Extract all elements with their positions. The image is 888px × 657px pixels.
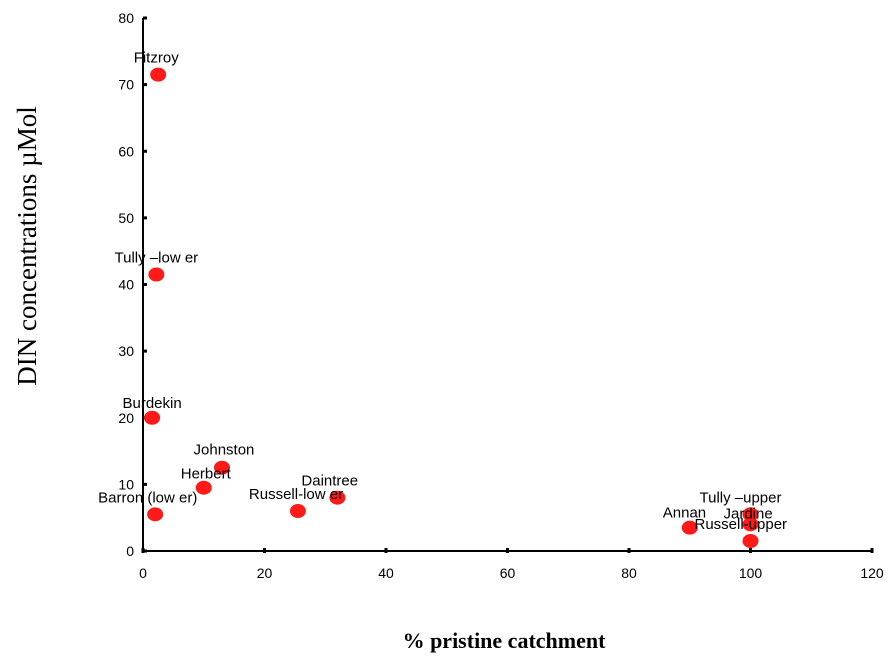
y-tick-mark	[143, 482, 147, 486]
y-tick-label: 40	[118, 277, 134, 293]
point-label: Burdekin	[123, 395, 182, 412]
y-axis: 0 10 20 30 40 50 60 70 80	[118, 10, 147, 559]
y-tick-label: 60	[118, 143, 134, 159]
point-label: Barron (low er)	[98, 489, 197, 506]
x-tick-mark	[141, 548, 145, 553]
y-tick-label: 30	[118, 343, 134, 359]
y-tick-mark	[143, 149, 147, 153]
point-label: Johnston	[194, 442, 255, 459]
data-point	[742, 534, 759, 549]
x-tick-label: 40	[378, 565, 394, 581]
x-tick-mark	[749, 548, 752, 553]
point-label: Annan	[663, 505, 706, 522]
point-labels: Fitzroy Tully –low er Burdekin Johnston Herb…	[98, 50, 787, 533]
y-tick-mark	[143, 283, 147, 286]
point-label: Daintree	[301, 473, 358, 490]
x-tick-mark	[506, 548, 509, 553]
data-point	[195, 480, 212, 495]
x-tick-label: 0	[139, 565, 147, 581]
x-tick-label: 80	[621, 565, 637, 581]
y-tick-mark	[143, 83, 147, 87]
point-label: Russell-low er	[249, 486, 343, 503]
point-label: Tully –upper	[700, 489, 782, 506]
y-tick-mark	[143, 349, 147, 353]
point-label: Tully –low er	[115, 250, 199, 267]
y-tick-label: 50	[118, 210, 134, 226]
x-tick-label: 120	[860, 565, 884, 581]
y-tick-label: 20	[118, 410, 134, 426]
data-point	[144, 410, 161, 425]
data-point	[329, 490, 346, 505]
y-tick-mark	[143, 16, 147, 20]
x-axis-title: % pristine catchment	[403, 628, 607, 653]
data-point	[681, 520, 698, 535]
data-point	[148, 267, 165, 282]
y-tick-label: 80	[118, 10, 134, 26]
x-tick-mark	[870, 548, 874, 553]
x-tick-label: 60	[500, 565, 516, 581]
y-axis-title: DIN concentrations µMol	[12, 106, 42, 386]
x-tick-mark	[627, 548, 631, 553]
y-tick-label: 70	[118, 77, 134, 93]
data-point	[147, 507, 164, 522]
x-tick-label: 20	[257, 565, 273, 581]
data-point	[742, 517, 759, 532]
y-tick-label: 10	[118, 476, 134, 492]
x-tick-mark	[263, 548, 266, 553]
data-point	[742, 507, 759, 522]
point-label: Fitzroy	[134, 50, 180, 67]
y-tick-mark	[143, 216, 147, 220]
y-tick-label: 0	[126, 543, 134, 559]
data-point	[150, 67, 167, 82]
data-point	[289, 504, 306, 519]
x-axis: 0 20 40 60 80 100 120	[139, 548, 884, 581]
x-tick-mark	[384, 548, 388, 553]
x-tick-label: 100	[739, 565, 763, 581]
data-point	[213, 460, 230, 475]
point-label: Herbert	[181, 466, 232, 483]
point-label: Jardine	[724, 505, 773, 522]
data-points	[144, 67, 759, 549]
point-label: Russell-upper	[695, 516, 788, 533]
